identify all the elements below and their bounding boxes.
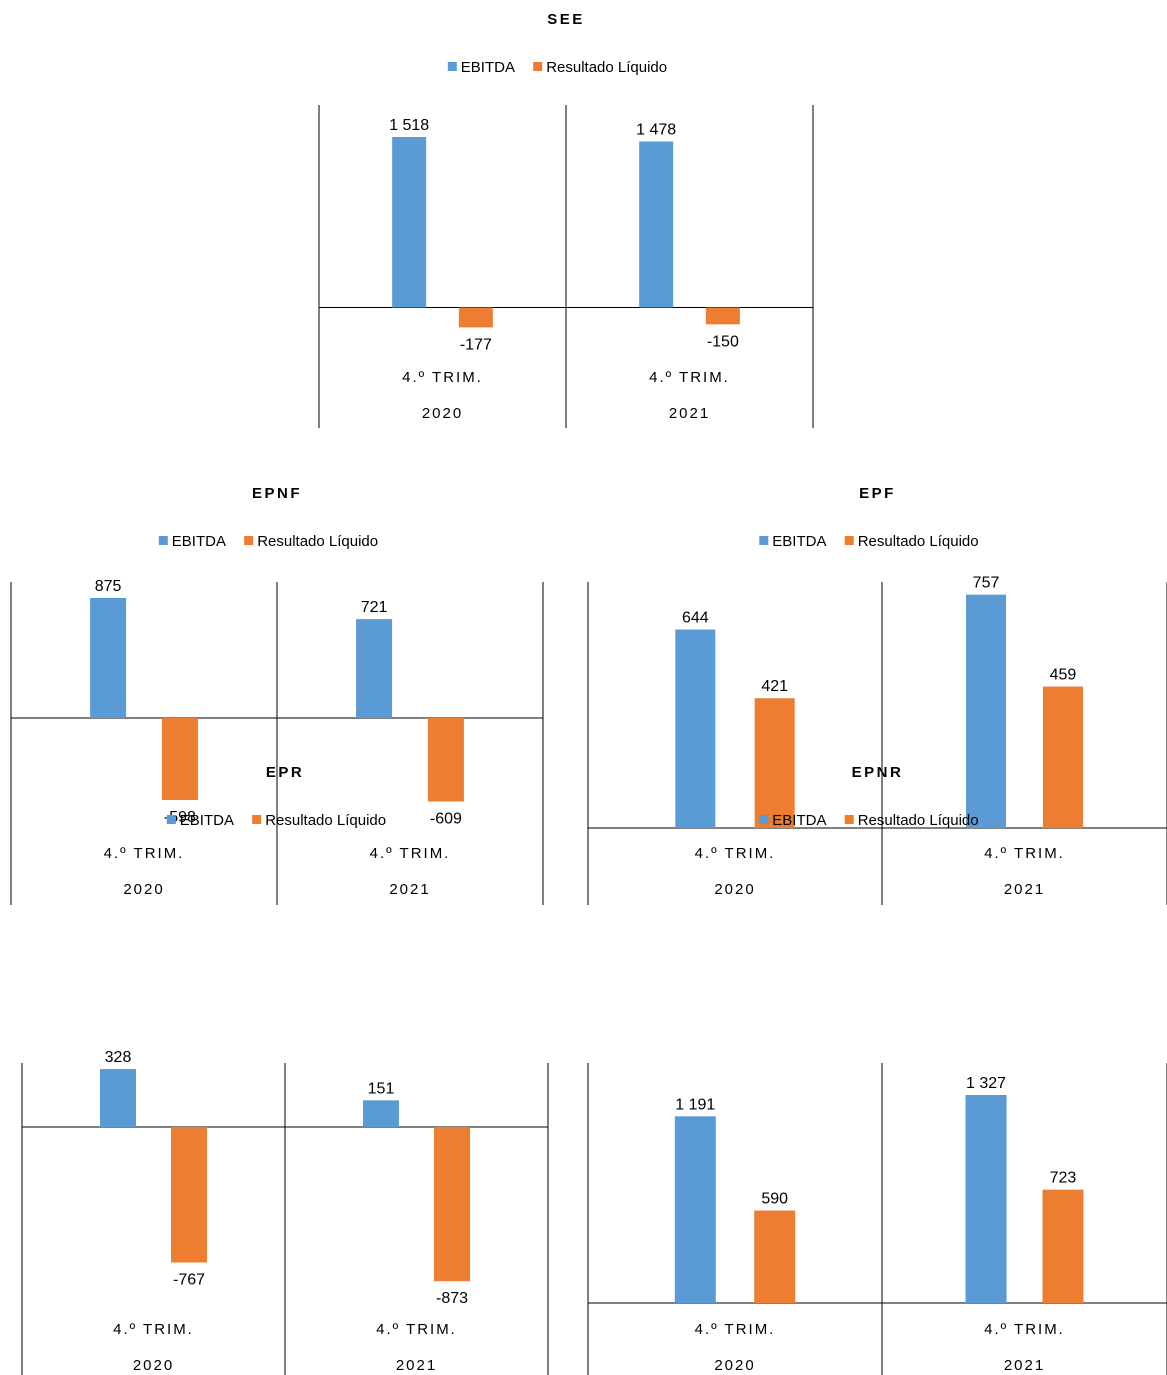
legend: EBITDA Resultado Líquido [447, 59, 667, 76]
category-label-year: 2020 [714, 1357, 755, 1374]
category-label-year: 2020 [133, 1357, 174, 1374]
bar-resultado-2020 [161, 718, 198, 801]
data-label: 875 [95, 578, 122, 595]
data-label: 1 191 [675, 1096, 715, 1113]
legend-swatch-ebitda [759, 815, 769, 824]
chart-title: EPF [859, 485, 896, 502]
legend: EBITDA Resultado Líquido [166, 812, 386, 829]
data-label: 1 518 [389, 117, 429, 134]
legend-swatch-resultado [244, 536, 254, 545]
category-label-year: 2021 [396, 1357, 437, 1374]
category-label-period: 4.º TRIM. [984, 845, 1065, 862]
legend-label: EBITDA [461, 59, 515, 76]
bar-resultado-2021 [705, 307, 740, 325]
bar-resultado-2020 [171, 1127, 208, 1263]
bar-ebitda-2020 [90, 598, 127, 718]
bar-ebitda-2021 [966, 594, 1007, 828]
data-label: 644 [682, 610, 709, 627]
bar-ebitda-2021 [639, 141, 674, 308]
legend-label: Resultado Líquido [858, 812, 979, 829]
data-label: 328 [105, 1049, 132, 1066]
legend-label: EBITDA [772, 533, 826, 550]
category-label-period: 4.º TRIM. [104, 845, 185, 862]
category-label-period: 4.º TRIM. [695, 1321, 776, 1338]
bar-ebitda-2021 [356, 619, 393, 718]
category-label-period: 4.º TRIM. [695, 845, 776, 862]
legend: EBITDA Resultado Líquido [759, 812, 979, 829]
category-label-period: 4.º TRIM. [402, 369, 483, 386]
category-label-period: 4.º TRIM. [984, 1321, 1065, 1338]
bar-resultado-2020 [458, 307, 493, 328]
category-label-year: 2021 [389, 881, 430, 898]
bar-resultado-2021 [1042, 1189, 1084, 1303]
legend-swatch-ebitda [447, 62, 457, 71]
data-label: 757 [973, 575, 1000, 592]
legend-label: EBITDA [180, 812, 234, 829]
chart-title: EPNF [252, 485, 302, 502]
data-label: 1 478 [636, 121, 676, 138]
category-label-year: 2021 [669, 405, 710, 422]
data-label: -150 [707, 333, 739, 350]
category-label-year: 2020 [422, 405, 463, 422]
data-label: 721 [361, 599, 388, 616]
legend-label: EBITDA [772, 812, 826, 829]
bar-ebitda-2021 [965, 1095, 1007, 1303]
data-label: 151 [368, 1080, 395, 1097]
chart-title: SEE [547, 11, 585, 28]
category-label-period: 4.º TRIM. [376, 1321, 457, 1338]
bar-resultado-2020 [754, 1210, 796, 1303]
chart-see: SEE EBITDA Resultado Líquido 1 518 -177 4.º T… [318, 11, 814, 428]
legend: EBITDA Resultado Líquido [759, 533, 979, 550]
legend-swatch-resultado [252, 815, 262, 824]
category-label-year: 2021 [1004, 881, 1045, 898]
legend-swatch-ebitda [759, 536, 769, 545]
legend-swatch-resultado [844, 536, 854, 545]
data-label: 723 [1050, 1170, 1077, 1187]
legend-swatch-ebitda [158, 536, 168, 545]
data-label: -873 [436, 1290, 468, 1307]
data-label: -609 [430, 811, 462, 828]
legend-swatch-ebitda [166, 815, 176, 824]
bar-resultado-2021 [434, 1127, 471, 1282]
chart-title: EPNR [852, 764, 904, 781]
bar-ebitda-2020 [674, 1116, 716, 1303]
chart-epnr: EPNR EBITDA Resultado Líquido 1 191 590 4.º T… [587, 764, 1167, 1375]
category-label-period: 4.º TRIM. [370, 845, 451, 862]
bar-resultado-2021 [427, 718, 464, 802]
category-label-year: 2020 [123, 881, 164, 898]
bar-ebitda-2020 [99, 1069, 136, 1127]
bar-resultado-2021 [1042, 686, 1083, 828]
legend: EBITDA Resultado Líquido [158, 533, 378, 550]
bar-resultado-2020 [754, 698, 795, 828]
chart-title: EPR [266, 764, 304, 781]
data-label: 1 327 [966, 1075, 1006, 1092]
chart-epr: EPR EBITDA Resultado Líquido 328 -767 4.º TRI… [21, 764, 549, 1375]
data-label: 421 [761, 678, 788, 695]
legend-label: EBITDA [172, 533, 226, 550]
bar-ebitda-2020 [675, 629, 716, 828]
category-label-period: 4.º TRIM. [113, 1321, 194, 1338]
legend-label: Resultado Líquido [265, 812, 386, 829]
legend-label: Resultado Líquido [546, 59, 667, 76]
category-label-period: 4.º TRIM. [649, 369, 730, 386]
data-label: -767 [173, 1272, 205, 1289]
data-label: -177 [460, 336, 492, 353]
legend-label: Resultado Líquido [257, 533, 378, 550]
legend-swatch-resultado [533, 62, 543, 71]
legend-label: Resultado Líquido [858, 533, 979, 550]
legend-swatch-resultado [844, 815, 854, 824]
data-label: 590 [761, 1191, 788, 1208]
data-label: 459 [1050, 667, 1077, 684]
category-label-year: 2021 [1004, 1357, 1045, 1374]
bar-ebitda-2021 [362, 1100, 399, 1127]
chart-epf: EPF EBITDA Resultado Líquido 644 421 4.º TRIM… [587, 485, 1167, 905]
bar-ebitda-2020 [392, 137, 427, 308]
category-label-year: 2020 [714, 881, 755, 898]
